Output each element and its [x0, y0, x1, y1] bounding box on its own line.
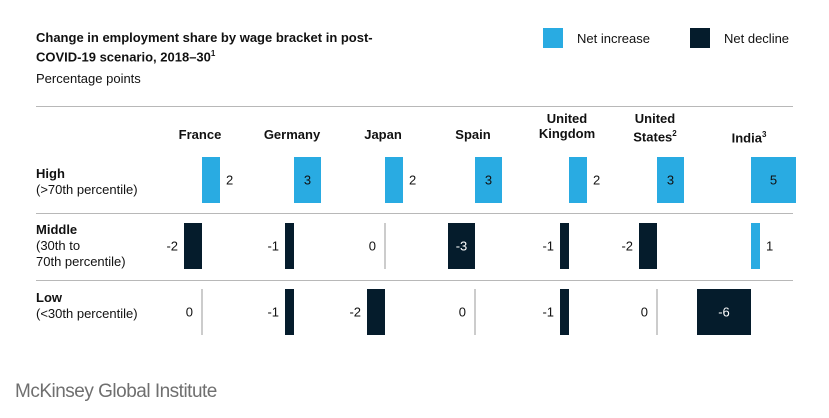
- column-header-japan: Japan: [364, 127, 402, 142]
- legend-label-increase: Net increase: [577, 30, 650, 46]
- value-label-low-germany: -1: [267, 305, 279, 320]
- value-label-middle-india: 1: [766, 239, 773, 254]
- column-header-united-states: United States2: [633, 111, 676, 144]
- row-label-title: Middle: [36, 222, 78, 237]
- column-header-line: States: [633, 129, 673, 145]
- column-header-line: Spain: [455, 127, 491, 142]
- row-label-title: Low: [36, 290, 62, 305]
- column-header-footnote: 2: [672, 129, 677, 138]
- chart-title: Change in employment share by wage brack…: [36, 30, 373, 65]
- value-label-middle-spain: -3: [456, 239, 468, 254]
- bar-high-united-states: [657, 157, 684, 203]
- legend-swatch-decline: [690, 28, 710, 48]
- column-header-line: Japan: [364, 127, 402, 142]
- value-label-low-spain: 0: [459, 305, 466, 320]
- rule-middle-low: [36, 280, 793, 281]
- column-header-line: India: [731, 130, 762, 146]
- row-label-high: High (>70th percentile): [36, 166, 138, 198]
- chart-subtitle: Percentage points: [36, 71, 141, 86]
- value-label-high-united-states: 3: [667, 173, 674, 188]
- column-header-line: Kingdom: [538, 126, 596, 141]
- column-header-united-kingdom: United Kingdom: [539, 111, 595, 141]
- value-label-low-india: -6: [718, 305, 730, 320]
- value-label-high-germany: 3: [304, 173, 311, 188]
- value-label-middle-united-states: -2: [621, 239, 633, 254]
- bar-high-spain: [475, 157, 502, 203]
- legend-net-decline: Net decline: [690, 28, 789, 48]
- column-header-germany: Germany: [264, 127, 320, 142]
- column-header-line: United: [546, 111, 588, 126]
- column-header-france: France: [179, 127, 222, 142]
- row-label-title: High: [36, 166, 65, 181]
- bar-middle-united-states: [639, 223, 657, 269]
- value-label-high-united-kingdom: 2: [593, 173, 600, 188]
- bar-middle-india: [751, 223, 760, 269]
- row-label-detail: 70th percentile): [36, 254, 126, 269]
- rule-high-middle: [36, 213, 793, 214]
- legend-label-decline: Net decline: [724, 30, 790, 46]
- value-label-middle-japan: 0: [369, 239, 376, 254]
- bar-high-france: [202, 157, 220, 203]
- bar-low-india: [697, 289, 751, 335]
- column-header-india: India3: [732, 127, 767, 145]
- bar-high-germany: [294, 157, 321, 203]
- column-header-line: Germany: [263, 127, 321, 142]
- bar-high-japan: [385, 157, 403, 203]
- value-label-high-spain: 3: [485, 173, 492, 188]
- row-label-detail: (30th to: [36, 238, 81, 253]
- bar-low-united-kingdom: [560, 289, 569, 335]
- value-label-middle-germany: -1: [267, 239, 279, 254]
- value-label-high-france: 2: [226, 173, 233, 188]
- row-label-detail: (>70th percentile): [36, 182, 138, 197]
- legend-net-increase: Net increase: [543, 28, 650, 48]
- bar-high-india: [751, 157, 796, 203]
- column-header-spain: Spain: [455, 127, 490, 142]
- column-header-footnote: 3: [761, 130, 767, 139]
- title-footnote: 1: [210, 49, 216, 58]
- column-header-line: United: [634, 111, 676, 126]
- bar-middle-france: [184, 223, 202, 269]
- value-label-middle-france: -2: [166, 239, 178, 254]
- row-label-detail: (<30th percentile): [36, 306, 138, 321]
- column-header-line: France: [178, 127, 222, 142]
- rule-top: [36, 106, 793, 107]
- bar-high-united-kingdom: [569, 157, 587, 203]
- bar-middle-germany: [285, 223, 294, 269]
- row-label-low: Low (<30th percentile): [36, 290, 138, 322]
- value-label-low-united-kingdom: -1: [542, 305, 554, 320]
- value-label-high-india: 5: [770, 173, 777, 188]
- value-label-middle-united-kingdom: -1: [542, 239, 554, 254]
- bar-low-japan: [367, 289, 385, 335]
- value-label-low-united-states: 0: [641, 305, 648, 320]
- bar-middle-united-kingdom: [560, 223, 569, 269]
- legend-swatch-increase: [543, 28, 563, 48]
- value-label-low-france: 0: [186, 305, 193, 320]
- source-credit: McKinsey Global Institute: [15, 381, 217, 402]
- value-label-low-japan: -2: [349, 305, 361, 320]
- row-label-middle: Middle (30th to 70th percentile): [36, 222, 126, 270]
- bar-middle-spain: [448, 223, 475, 269]
- bar-low-germany: [285, 289, 294, 335]
- value-label-high-japan: 2: [409, 173, 416, 188]
